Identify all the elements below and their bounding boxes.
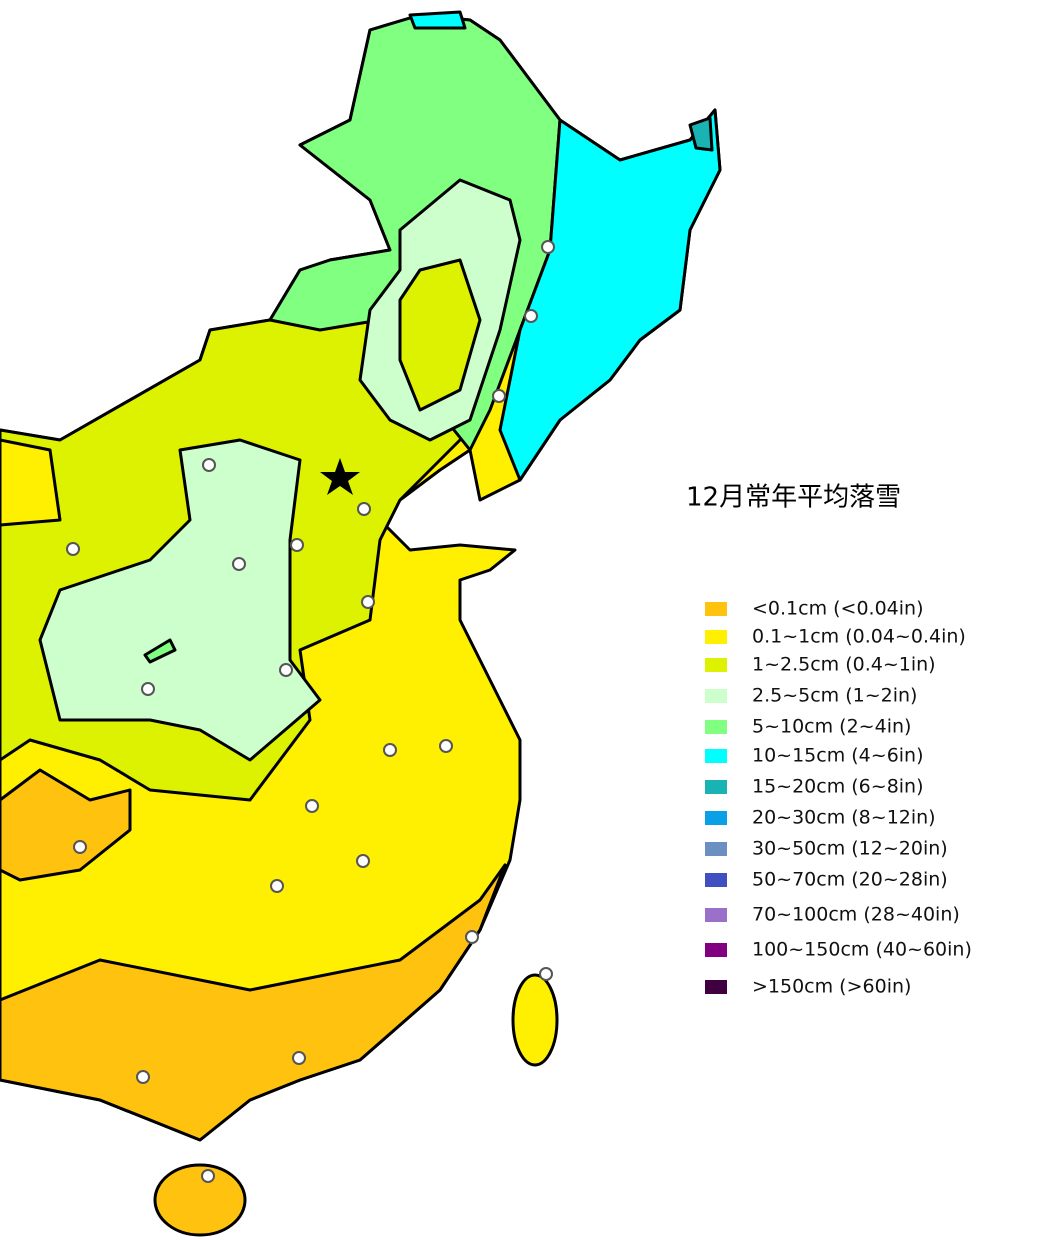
legend-swatch — [705, 602, 727, 616]
city — [66, 542, 80, 556]
legend-swatch — [705, 842, 727, 856]
legend-swatch — [705, 780, 727, 794]
legend: <0.1cm (<0.04in) 0.1~1cm (0.04~0.4in) 1~2.… — [705, 598, 972, 998]
legend-label: 20~30cm (8~12in) — [752, 807, 936, 829]
city — [305, 799, 319, 813]
city — [356, 854, 370, 868]
city — [279, 663, 293, 677]
legend-swatch — [705, 658, 727, 672]
legend-swatch — [705, 873, 727, 887]
zone-teal — [688, 116, 714, 152]
city — [201, 1169, 215, 1183]
zone-south — [0, 863, 507, 1142]
zone-sichuan — [0, 768, 132, 882]
legend-label: 15~20cm (6~8in) — [752, 776, 924, 798]
city — [270, 879, 284, 893]
city — [141, 682, 155, 696]
legend-swatch — [705, 980, 727, 994]
zone-west — [0, 438, 62, 527]
city — [357, 502, 371, 516]
zone-central — [38, 438, 322, 762]
city — [73, 840, 87, 854]
capital-star — [320, 458, 360, 495]
taiwan — [511, 973, 559, 1067]
legend-swatch — [705, 630, 727, 644]
legend-label: 70~100cm (28~40in) — [752, 904, 960, 926]
zone-top — [408, 10, 467, 30]
city — [292, 1051, 306, 1065]
legend-swatch — [705, 908, 727, 922]
city — [136, 1070, 150, 1084]
zone-central-spot — [143, 638, 177, 664]
legend-label: >150cm (>60in) — [752, 976, 911, 998]
legend-label: 30~50cm (12~20in) — [752, 838, 948, 860]
hainan — [153, 1163, 247, 1237]
city — [492, 389, 506, 403]
city — [439, 739, 453, 753]
map-title: 12月常年平均落雪 — [686, 483, 901, 513]
legend-label: <0.1cm (<0.04in) — [752, 598, 924, 620]
city — [290, 538, 304, 552]
legend-label: 1~2.5cm (0.4~1in) — [752, 654, 936, 676]
legend-swatch — [705, 749, 727, 763]
legend-swatch — [705, 943, 727, 957]
cities — [66, 240, 555, 1183]
legend-swatch — [705, 689, 727, 703]
city — [232, 557, 246, 571]
city — [524, 309, 538, 323]
city — [541, 240, 555, 254]
legend-label: 5~10cm (2~4in) — [752, 716, 911, 738]
zone-ne-inner — [398, 258, 482, 412]
legend-label: 10~15cm (4~6in) — [752, 745, 924, 767]
city — [361, 595, 375, 609]
legend-label: 100~150cm (40~60in) — [752, 939, 972, 961]
legend-swatch — [705, 720, 727, 734]
city — [202, 458, 216, 472]
city — [539, 967, 553, 981]
legend-label: 0.1~1cm (0.04~0.4in) — [752, 626, 966, 648]
map — [0, 10, 722, 1237]
legend-label: 50~70cm (20~28in) — [752, 869, 948, 891]
city — [465, 930, 479, 944]
city — [383, 743, 397, 757]
legend-swatch — [705, 811, 727, 825]
legend-label: 2.5~5cm (1~2in) — [752, 685, 917, 707]
